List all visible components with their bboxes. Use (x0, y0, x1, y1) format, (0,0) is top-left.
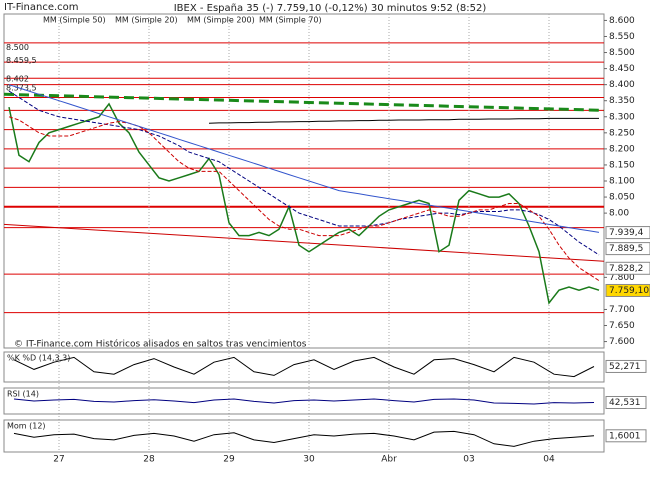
x-tick-label: Abr (381, 455, 397, 465)
indicator-panel (3, 419, 605, 453)
price-label-box (605, 242, 650, 256)
y-tick-label: 8.500 (609, 48, 635, 58)
price-label-box (605, 283, 650, 297)
y-tick-label: 7.700 (609, 305, 635, 315)
indicator-line (13, 398, 595, 405)
indicator-title: RSI (14) (7, 390, 39, 399)
site-name: IT-Finance.com (4, 2, 79, 13)
y-tick-label: 8.00 (609, 209, 629, 219)
price-line (8, 102, 600, 305)
legend-entry: MM (Simple 20) (115, 16, 178, 25)
level-label: 8.402 (6, 75, 29, 84)
x-tick-label: 29 (223, 455, 235, 465)
moving-average (8, 116, 600, 282)
indicator-title: Mom (12) (7, 422, 46, 431)
chart-title: IBEX - España 35 (-) 7.759,10 (-0,12%) 3… (174, 3, 487, 14)
price-label: 7.828,2 (609, 264, 643, 274)
level-label: 8.459,5 (6, 56, 37, 65)
indicator-value-box (605, 429, 647, 443)
y-tick-label: 8.300 (609, 112, 635, 122)
price-label-box (605, 226, 650, 240)
y-tick-label: 8.550 (609, 32, 635, 42)
y-tick-label: 8.050 (609, 193, 635, 203)
y-tick-label: 8.600 (609, 16, 635, 26)
legend-entry: MM (Simple 200) (187, 16, 255, 25)
x-tick-label: 27 (53, 455, 64, 465)
indicator-line (13, 356, 595, 378)
level-label: 8.500 (6, 43, 29, 52)
legend-entry: MM (Simple 70) (259, 16, 322, 25)
x-tick-label: 30 (303, 455, 315, 465)
y-tick-label: 7.600 (609, 337, 635, 347)
y-tick-label: 8.100 (609, 177, 635, 187)
indicator-value: 52,271 (609, 362, 641, 372)
price-label: 7.939,4 (609, 228, 644, 238)
y-tick-label: 8.150 (609, 160, 635, 170)
y-tick-label: 8.250 (609, 128, 635, 138)
moving-average (8, 84, 600, 233)
indicator-value-box (605, 395, 647, 409)
footer: © IT-Finance.com Históricos alisados en … (14, 339, 307, 350)
indicator-line (13, 430, 595, 447)
y-tick-label: 7.800 (609, 273, 635, 283)
y-tick-label: 8.450 (609, 64, 635, 74)
moving-average (208, 117, 599, 124)
indicator-value-box (605, 359, 647, 373)
indicator-title: %K %D (14,3,3) (7, 354, 70, 363)
legend-entry: MM (Simple 50) (43, 16, 106, 25)
x-tick-label: 03 (463, 455, 474, 465)
price-label: 7.889,5 (609, 244, 643, 254)
price-label-box (605, 261, 650, 275)
indicator-panel (3, 387, 605, 415)
x-tick-label: 28 (143, 455, 155, 465)
dashed-line (3, 92, 605, 112)
x-tick-label: 04 (543, 455, 555, 465)
moving-average (8, 90, 600, 256)
price-label: 7.759,10 (609, 286, 649, 296)
indicator-value: 1,6001 (609, 431, 641, 441)
y-tick-label: 8.200 (609, 144, 635, 154)
indicator-panel (3, 351, 605, 383)
indicator-value: 42,531 (609, 398, 641, 408)
y-tick-label: 8.400 (609, 80, 635, 90)
y-tick-label: 7.650 (609, 321, 635, 331)
trendline (3, 223, 605, 262)
y-tick-label: 8.350 (609, 96, 635, 106)
